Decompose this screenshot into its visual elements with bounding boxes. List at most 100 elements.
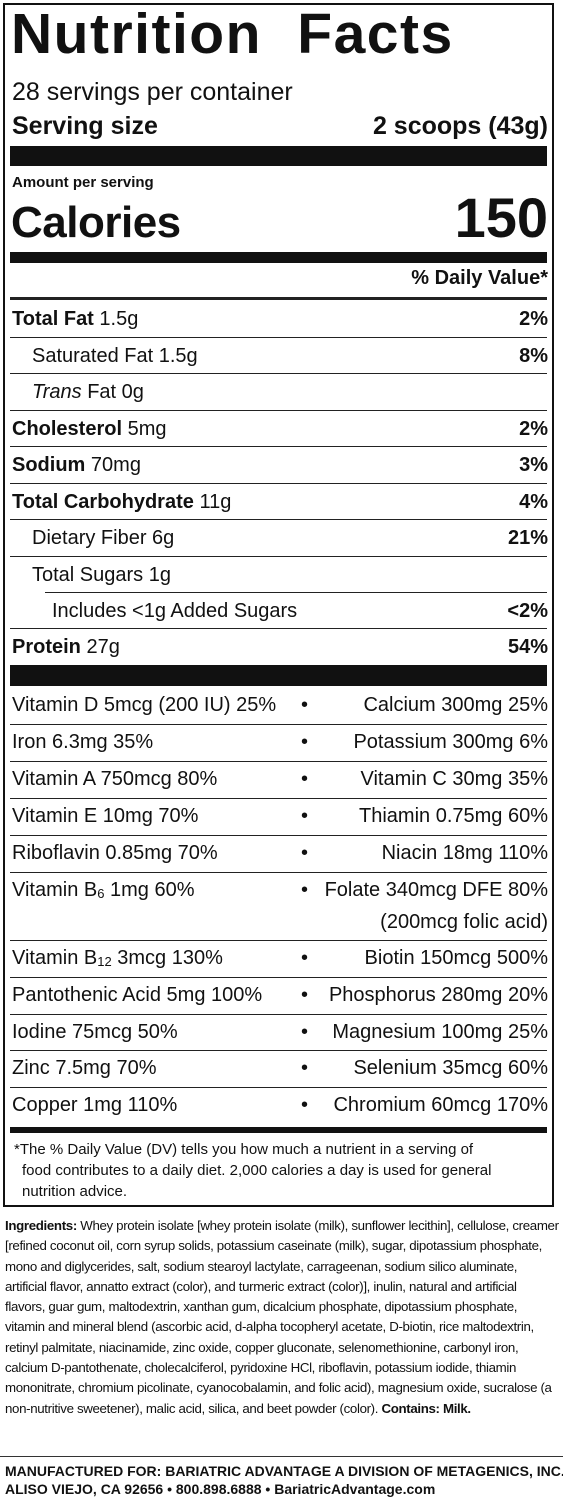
calories-label: Calories bbox=[11, 198, 181, 247]
nutrition-facts-panel: Nutrition Facts 28 servings per containe… bbox=[3, 2, 554, 1207]
vitamin-left: Vitamin B bbox=[12, 947, 98, 969]
vitamin-left-rest: 3mcg 130% bbox=[111, 947, 223, 969]
nutrient-amount: 5mg bbox=[127, 418, 167, 440]
divider bbox=[0, 1456, 563, 1457]
nutrient-dv: 3% bbox=[519, 454, 548, 476]
nutrient-dv: 4% bbox=[519, 491, 548, 513]
nutrient-amount: 1.5g bbox=[158, 345, 198, 367]
vitamin-right: Magnesium 100mg 25% bbox=[332, 1021, 548, 1043]
ingredients-label: Ingredients: bbox=[5, 1218, 77, 1233]
thick-divider bbox=[10, 146, 547, 166]
manufacturer-line: MANUFACTURED FOR: BARIATRIC ADVANTAGE A … bbox=[5, 1463, 563, 1479]
vitamin-left: Riboflavin 0.85mg 70% bbox=[12, 842, 218, 864]
bullet-icon: • bbox=[301, 984, 309, 1006]
nutrient-amount: Fat 0g bbox=[87, 381, 144, 403]
vitamin-subscript: 6 bbox=[97, 886, 105, 901]
bullet-icon: • bbox=[301, 842, 309, 864]
bullet-icon: • bbox=[301, 1057, 309, 1079]
footnote-line: *The % Daily Value (DV) tells you how mu… bbox=[14, 1141, 474, 1158]
nutrient-row: Total Fat 1.5g 2% bbox=[10, 301, 548, 337]
divider bbox=[10, 628, 547, 629]
vitamin-subscript: 12 bbox=[97, 954, 112, 969]
manufacturer-info: MANUFACTURED FOR: BARIATRIC ADVANTAGE A … bbox=[5, 1462, 563, 1498]
divider bbox=[10, 798, 547, 799]
ingredients-text: Ingredients: Whey protein isolate [whey … bbox=[5, 1216, 559, 1419]
divider bbox=[10, 483, 547, 484]
vitamin-right: Potassium 300mg 6% bbox=[353, 731, 548, 753]
servings-per-container: 28 servings per container bbox=[12, 78, 293, 106]
divider bbox=[10, 519, 547, 520]
nutrient-name: Dietary Fiber bbox=[32, 527, 147, 549]
nutrient-amount: 1.5g bbox=[99, 308, 139, 330]
vitamin-right: Vitamin C 30mg 35% bbox=[360, 768, 549, 790]
vitamin-right: Chromium 60mcg 170% bbox=[333, 1094, 548, 1116]
manufacturer-address: ALISO VIEJO, CA 92656 • 800.898.6888 • B… bbox=[5, 1481, 436, 1497]
nutrient-name: Cholesterol bbox=[12, 418, 123, 440]
vitamin-right: Phosphorus 280mg 20% bbox=[328, 984, 548, 1006]
divider bbox=[10, 1050, 547, 1051]
daily-value-header: % Daily Value* bbox=[411, 267, 548, 289]
serving-size-label: Serving size bbox=[12, 112, 158, 140]
divider bbox=[10, 446, 547, 447]
divider bbox=[10, 940, 547, 941]
vitamin-left: Vitamin D 5mcg (200 IU) 25% bbox=[12, 694, 277, 716]
divider bbox=[10, 724, 547, 725]
nutrient-name: Trans bbox=[32, 381, 82, 403]
nutrient-amount: 70mg bbox=[90, 454, 141, 476]
divider bbox=[10, 337, 547, 338]
bullet-icon: • bbox=[301, 1021, 309, 1043]
nutrient-row: Total Sugars 1g bbox=[10, 557, 547, 593]
vitamin-right: Niacin 18mg 110% bbox=[381, 842, 548, 864]
nutrient-amount: 1g bbox=[148, 564, 171, 586]
nutrient-name: Saturated Fat bbox=[32, 345, 154, 367]
divider bbox=[45, 592, 547, 593]
nutrient-name: Sodium bbox=[12, 454, 86, 476]
bullet-icon: • bbox=[301, 805, 309, 827]
vitamin-right: Calcium 300mg 25% bbox=[363, 694, 548, 716]
calories-value: 150 bbox=[454, 186, 548, 249]
nutrient-row: Includes <1g Added Sugars <2% bbox=[10, 593, 548, 629]
nutrient-dv: <2% bbox=[507, 600, 548, 622]
nutrient-row: Sodium 70mg 3% bbox=[10, 447, 548, 483]
thick-divider bbox=[10, 665, 547, 686]
divider bbox=[10, 556, 547, 557]
divider bbox=[10, 835, 547, 836]
vitamin-right: Biotin 150mcg 500% bbox=[364, 947, 548, 969]
bullet-icon: • bbox=[301, 947, 309, 969]
nutrient-dv: 2% bbox=[519, 308, 548, 330]
nutrient-amount: 27g bbox=[86, 636, 120, 658]
vitamin-left: Vitamin E 10mg 70% bbox=[12, 805, 199, 827]
medium-divider bbox=[10, 252, 547, 263]
divider bbox=[10, 1087, 547, 1088]
bullet-icon: • bbox=[301, 879, 309, 901]
divider bbox=[10, 872, 547, 873]
divider bbox=[10, 373, 547, 374]
vitamin-left: Vitamin A 750mcg 80% bbox=[12, 768, 218, 790]
vitamin-right: Thiamin 0.75mg 60% bbox=[359, 805, 548, 827]
nutrient-row: Total Carbohydrate 11g 4% bbox=[10, 484, 548, 520]
divider bbox=[10, 297, 547, 300]
nutrient-dv: 21% bbox=[507, 527, 548, 549]
label-title: Nutrition Facts bbox=[11, 2, 454, 66]
divider bbox=[10, 1014, 547, 1015]
nutrient-dv: 2% bbox=[519, 418, 548, 440]
nutrient-row: Protein 27g 54% bbox=[10, 629, 548, 665]
daily-value-footnote: *The % Daily Value (DV) tells you how mu… bbox=[14, 1139, 544, 1202]
vitamin-left: Copper 1mg 110% bbox=[12, 1094, 178, 1116]
vitamin-left: Pantothenic Acid 5mg 100% bbox=[12, 984, 263, 1006]
nutrient-name: Total Fat bbox=[12, 308, 94, 330]
vitamin-right: Selenium 35mcg 60% bbox=[353, 1057, 548, 1079]
divider bbox=[10, 410, 547, 411]
divider bbox=[10, 977, 547, 978]
nutrient-name: Protein bbox=[12, 636, 81, 658]
vitamin-left-rest: 1mg 60% bbox=[104, 879, 195, 901]
vitamin-left: Vitamin B bbox=[12, 879, 98, 901]
vitamin-right-note: (200mcg folic acid) bbox=[380, 911, 548, 933]
ingredients-list: Whey protein isolate [whey protein isola… bbox=[5, 1218, 559, 1416]
vitamin-right: Folate 340mcg DFE 80% bbox=[324, 879, 548, 901]
bullet-icon: • bbox=[301, 694, 309, 716]
nutrient-amount: 11g bbox=[199, 491, 232, 513]
nutrient-dv: 8% bbox=[519, 345, 548, 367]
contains-statement: Contains: Milk. bbox=[381, 1400, 471, 1416]
bullet-icon: • bbox=[301, 731, 309, 753]
